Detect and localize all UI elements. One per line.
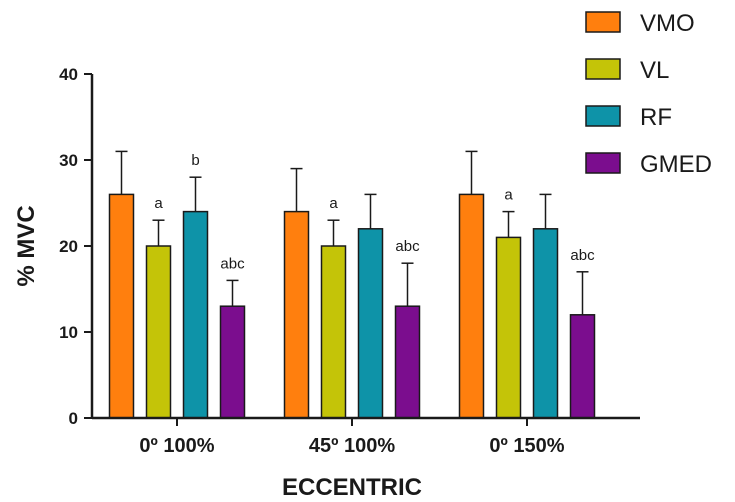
significance-label: a: [154, 195, 163, 212]
bar-rf: [182, 210, 209, 419]
legend-label: VL: [640, 57, 669, 84]
bar-rf: [357, 228, 384, 419]
significance-label: a: [504, 187, 513, 204]
significance-label: a: [329, 195, 338, 212]
legend-swatch-vmo: [585, 11, 621, 33]
x-tick-label: 45º 100%: [309, 435, 395, 457]
y-axis-title: % MVC: [13, 205, 40, 286]
bars-layer: a b abc a abc a abc: [108, 150, 596, 419]
legend-label: GMED: [640, 151, 712, 178]
bar-gmed: [394, 305, 421, 419]
bar-vmo: [108, 193, 135, 419]
significance-label: b: [191, 152, 199, 169]
bar-gmed: [219, 305, 246, 419]
y-tick-label: 0: [69, 409, 78, 428]
ticks-layer: 0 10 20 30 40 0º 100% 45º 100% 0º 150%: [59, 65, 565, 457]
legend-label: VMO: [640, 10, 695, 37]
legend-label: RF: [640, 104, 672, 131]
bar-gmed: [569, 314, 596, 419]
bar-vl: [320, 245, 347, 419]
bar-rf: [532, 228, 559, 419]
x-tick-label: 0º 150%: [489, 435, 564, 457]
significance-label: abc: [395, 238, 420, 255]
y-tick-label: 10: [59, 323, 78, 342]
bar-vmo: [458, 193, 485, 419]
significance-label: abc: [220, 255, 245, 272]
legend: VMO VL RF GMED: [585, 10, 712, 178]
bar-vmo: [283, 210, 310, 419]
legend-swatch-rf: [585, 105, 621, 127]
x-tick-label: 0º 100%: [139, 435, 214, 457]
bar-vl: [145, 245, 172, 419]
y-tick-label: 20: [59, 237, 78, 256]
y-tick-label: 40: [59, 65, 78, 84]
bar-vl: [495, 236, 522, 419]
legend-swatch-gmed: [585, 152, 621, 174]
x-axis-title: ECCENTRIC: [282, 474, 422, 501]
legend-swatch-vl: [585, 58, 621, 80]
significance-label: abc: [570, 247, 595, 264]
y-tick-label: 30: [59, 151, 78, 170]
